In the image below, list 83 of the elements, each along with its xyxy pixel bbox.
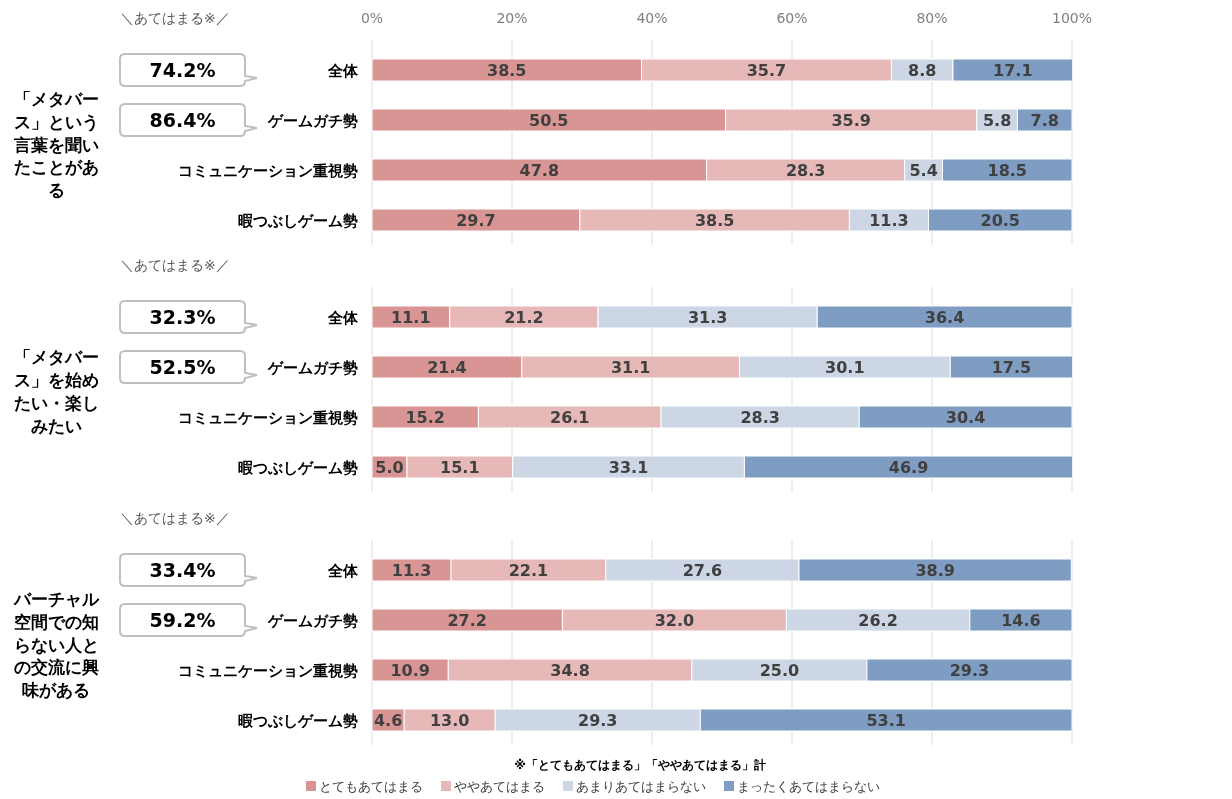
x-tick-label: 60% [776, 10, 808, 26]
data-label: 32.0 [654, 611, 695, 630]
data-label: 17.1 [993, 61, 1033, 80]
data-label: 26.2 [858, 611, 898, 630]
data-label: 46.9 [888, 458, 929, 477]
x-tick-label: 20% [496, 10, 528, 26]
legend-label: まったくあてはまらない [737, 779, 880, 794]
text: ＼あてはまる※／ [120, 510, 230, 526]
text: バーチャル空間での知らない人との交流に興味がある [12, 587, 100, 703]
data-label: 38.9 [915, 561, 955, 580]
data-label: 18.5 [987, 161, 1027, 180]
data-label: 5.4 [909, 161, 938, 180]
text: 86.4% [149, 109, 216, 131]
data-label: 35.7 [746, 61, 787, 80]
text: 33.4% [149, 559, 216, 581]
data-label: 10.9 [390, 661, 430, 680]
text: ＼あてはまる※／ [120, 10, 230, 26]
data-label: 21.2 [504, 308, 544, 327]
data-label: 28.3 [785, 161, 826, 180]
text: 74.2% [149, 59, 216, 81]
data-label: 25.0 [759, 661, 800, 680]
data-label: 21.4 [427, 358, 467, 377]
y-tick-label: 全体 [327, 62, 359, 80]
data-label: 29.3 [949, 661, 990, 680]
data-label: 27.6 [682, 561, 723, 580]
y-tick-label: ゲームガチ勢 [267, 612, 358, 630]
data-label: 34.8 [550, 661, 590, 680]
legend-label: とてもあてはまる [319, 779, 423, 794]
data-label: 27.2 [447, 611, 487, 630]
x-tick-label: 40% [636, 10, 668, 26]
y-tick-label: コミュニケーション重視勢 [178, 662, 358, 680]
data-label: 20.5 [980, 211, 1020, 230]
data-label: 4.6 [373, 711, 403, 730]
y-tick-label: コミュニケーション重視勢 [178, 409, 358, 427]
data-label: 47.8 [519, 161, 560, 180]
data-label: 14.6 [1001, 611, 1041, 630]
data-label: 7.8 [1030, 111, 1059, 130]
data-label: 15.1 [440, 458, 480, 477]
data-label: 38.5 [694, 211, 735, 230]
y-tick-label: ゲームガチ勢 [267, 359, 358, 377]
y-tick-label: 暇つぶしゲーム勢 [238, 459, 358, 477]
data-label: 28.3 [740, 408, 780, 427]
y-tick-label: 全体 [327, 309, 359, 327]
data-label: 11.3 [391, 561, 432, 580]
data-label: 30.4 [945, 408, 986, 427]
data-label: 26.1 [550, 408, 590, 427]
data-label: 5.0 [375, 458, 404, 477]
data-label: 38.5 [487, 61, 527, 80]
data-label: 29.3 [578, 711, 618, 730]
data-label: 8.8 [908, 61, 937, 80]
data-label: 29.7 [456, 211, 496, 230]
legend-label: ややあてはまる [454, 779, 545, 794]
x-tick-label: 80% [916, 10, 948, 26]
text: 32.3% [149, 306, 216, 328]
y-tick-label: 全体 [327, 562, 359, 580]
text: ※「とてもあてはまる」「ややあてはまる」計 [514, 758, 766, 772]
data-label: 13.0 [429, 711, 470, 730]
y-tick-label: 暇つぶしゲーム勢 [238, 712, 358, 730]
y-tick-label: コミュニケーション重視勢 [178, 162, 358, 180]
y-tick-label: ゲームガチ勢 [267, 112, 358, 130]
data-label: 36.4 [924, 308, 965, 327]
data-label: 53.1 [866, 711, 906, 730]
x-tick-label: 100% [1051, 10, 1093, 26]
y-tick-label: 暇つぶしゲーム勢 [238, 212, 358, 230]
data-label: 15.2 [405, 408, 445, 427]
data-label: 33.1 [608, 458, 649, 477]
data-label: 22.1 [508, 561, 549, 580]
data-label: 35.9 [831, 111, 871, 130]
data-label: 50.5 [529, 111, 569, 130]
text: 「メタバース」を始めたい・楽しみたい [12, 346, 100, 438]
data-label: 31.3 [687, 308, 728, 327]
text: 59.2% [149, 609, 216, 631]
data-label: 5.8 [982, 111, 1012, 130]
x-tick-label: 0% [360, 10, 384, 26]
data-label: 30.1 [825, 358, 865, 377]
text: 52.5% [149, 356, 216, 378]
text: 「メタバース」という言葉を聞いたことがある [12, 87, 100, 203]
data-label: 11.3 [869, 211, 909, 230]
data-label: 17.5 [991, 358, 1032, 377]
legend-label: あまりあてはまらない [576, 779, 706, 794]
data-label: 31.1 [610, 358, 651, 377]
text: ＼あてはまる※／ [120, 257, 230, 273]
data-label: 11.1 [391, 308, 431, 327]
